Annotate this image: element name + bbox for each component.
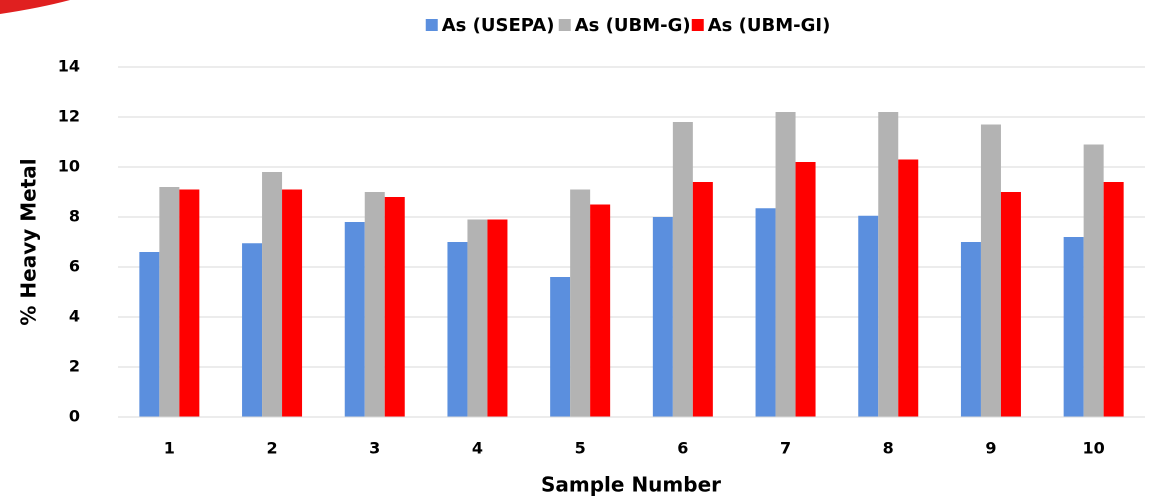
bar (139, 252, 159, 417)
bar (242, 243, 262, 417)
bar (981, 125, 1001, 418)
decoration (0, 0, 70, 14)
y-tick-label: 6 (69, 257, 80, 276)
bar (550, 277, 570, 417)
bar (776, 112, 796, 417)
y-tick-label: 0 (69, 407, 80, 426)
bar (898, 160, 918, 418)
legend-label: As (UBM-GI) (708, 15, 831, 36)
x-tick-label: 7 (780, 439, 791, 458)
bar (345, 222, 365, 417)
bar (159, 187, 179, 417)
bar (693, 182, 713, 417)
legend-label: As (UBM-G) (575, 15, 691, 36)
y-tick-label: 14 (58, 57, 80, 76)
x-tick-label: 5 (575, 439, 586, 458)
legend-swatch (559, 19, 571, 31)
bar (673, 122, 693, 417)
bar (878, 112, 898, 417)
x-tick-label: 1 (164, 439, 175, 458)
x-tick-label: 3 (369, 439, 380, 458)
bar (179, 190, 199, 418)
x-tick-label: 6 (677, 439, 688, 458)
bar (282, 190, 302, 418)
y-tick-label: 2 (69, 357, 80, 376)
y-tick-label: 10 (58, 157, 80, 176)
bar (385, 197, 405, 417)
legend-swatch (426, 19, 438, 31)
y-tick-label: 12 (58, 107, 80, 126)
bar (858, 216, 878, 417)
x-tick-label: 10 (1083, 439, 1105, 458)
y-tick-label: 4 (69, 307, 80, 326)
bar (653, 217, 673, 417)
legend-swatch (692, 19, 704, 31)
bar (365, 192, 385, 417)
bar (447, 242, 467, 417)
bar (262, 172, 282, 417)
bar (1084, 145, 1104, 418)
bar (467, 220, 487, 418)
bar (570, 190, 590, 418)
chart: Sample Number % Heavy Metal 024681012141… (0, 0, 1150, 501)
bar (1001, 192, 1021, 417)
bar (756, 208, 776, 417)
bar (590, 205, 610, 418)
x-tick-label: 2 (266, 439, 277, 458)
legend-label: As (USEPA) (442, 15, 555, 36)
bar (487, 220, 507, 418)
y-axis-title: % Heavy Metal (17, 158, 41, 325)
x-tick-label: 9 (985, 439, 996, 458)
x-axis-title: Sample Number (541, 473, 721, 497)
y-tick-label: 8 (69, 207, 80, 226)
x-tick-label: 4 (472, 439, 483, 458)
bar (1104, 182, 1124, 417)
bar (961, 242, 981, 417)
x-tick-label: 8 (883, 439, 894, 458)
bar (1064, 237, 1084, 417)
bar (796, 162, 816, 417)
